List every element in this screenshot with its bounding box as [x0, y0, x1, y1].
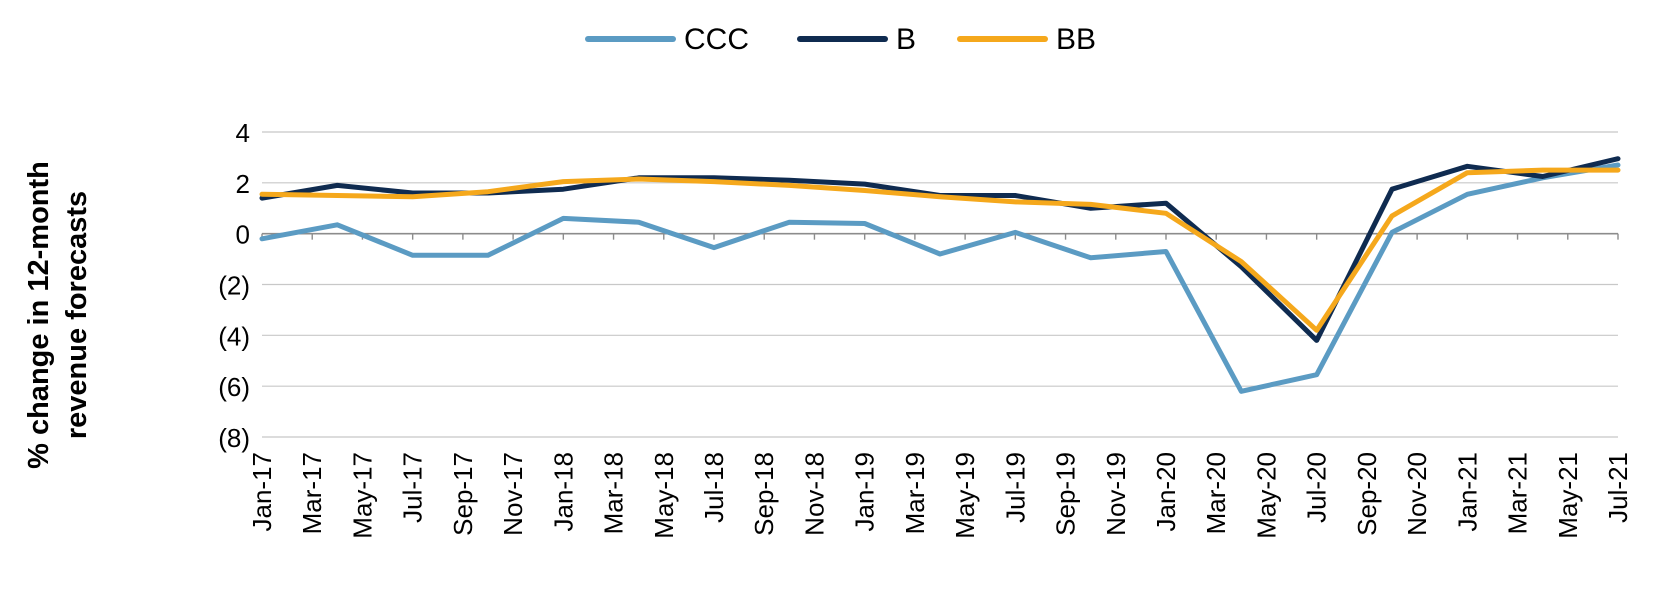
x-tick-label: Mar-20: [1201, 452, 1231, 534]
series-line-ccc: [259, 162, 1621, 394]
legend-item-b: B: [797, 23, 916, 56]
y-tick-label: (4): [218, 321, 250, 351]
x-tick-label: Nov-20: [1402, 452, 1432, 536]
y-tick-label: (6): [218, 372, 250, 402]
x-tick-label: May-20: [1251, 452, 1281, 539]
legend-item-bb: BB: [957, 23, 1096, 56]
x-tick-label: May-18: [649, 452, 679, 539]
legend-label: B: [896, 23, 916, 56]
x-tick-label: Jan-21: [1452, 452, 1482, 532]
legend: CCC B BB: [585, 23, 1096, 56]
x-axis: [261, 232, 1619, 240]
x-tick-label: Nov-18: [799, 452, 829, 536]
y-tick-label: (8): [218, 423, 250, 453]
x-tick-label: Jul-18: [699, 452, 729, 523]
x-tick-label: Jul-19: [1000, 452, 1030, 523]
x-tick-label: Jul-21: [1603, 452, 1633, 523]
x-tick-label: Jan-18: [548, 452, 578, 532]
series-lines: [259, 156, 1621, 394]
x-tick-label: Jan-19: [850, 452, 880, 532]
legend-label: BB: [1056, 23, 1096, 56]
x-axis-ticks: Jan-17 Mar-17 May-17 Jul-17 Sep-17 Nov-17 Jan-…: [247, 452, 1633, 539]
y-tick-label: 4: [236, 118, 250, 148]
x-tick-label: Mar-19: [900, 452, 930, 534]
legend-item-ccc: CCC: [585, 23, 749, 56]
series-line-bb: [259, 167, 1621, 333]
y-axis-title-line-2: revenue forecasts: [61, 191, 93, 439]
series-line-b: [259, 156, 1621, 343]
x-tick-label: Jan-17: [247, 452, 277, 532]
y-tick-label: 2: [236, 169, 250, 199]
gridlines: [262, 131, 1618, 438]
x-tick-label: Sep-17: [448, 452, 478, 536]
x-tick-label: Mar-17: [297, 452, 327, 534]
y-axis-title-line-1: % change in 12-month: [23, 161, 55, 469]
y-axis-ticks: 4 2 0 (2) (4) (6) (8): [218, 118, 250, 453]
x-tick-label: Jan-20: [1151, 452, 1181, 532]
x-tick-label: Sep-20: [1352, 452, 1382, 536]
x-tick-label: Mar-18: [599, 452, 629, 534]
y-axis-title: % change in 12-month revenue forecasts: [23, 161, 93, 469]
x-tick-label: Nov-19: [1101, 452, 1131, 536]
x-tick-label: Mar-21: [1503, 452, 1533, 534]
y-tick-label: 0: [236, 220, 250, 250]
x-tick-label: Jul-17: [398, 452, 428, 523]
x-tick-label: Nov-17: [498, 452, 528, 536]
x-tick-label: May-21: [1553, 452, 1583, 539]
x-tick-label: Sep-18: [749, 452, 779, 536]
x-tick-label: Jul-20: [1302, 452, 1332, 523]
legend-label: CCC: [684, 23, 749, 56]
x-tick-label: May-19: [950, 452, 980, 539]
x-tick-label: May-17: [347, 452, 377, 539]
x-tick-label: Sep-19: [1051, 452, 1081, 536]
y-tick-label: (2): [218, 271, 250, 301]
